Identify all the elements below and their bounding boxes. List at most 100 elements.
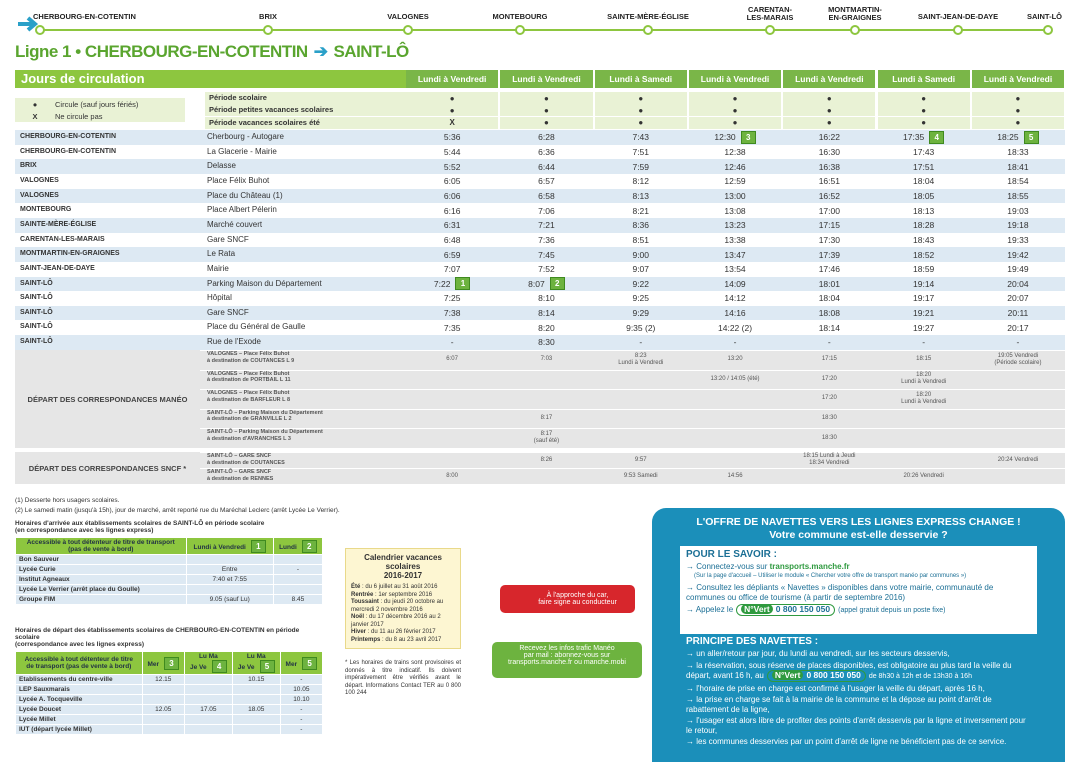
cell-text: 8:30 (538, 337, 555, 348)
cell-text: 14:16 (724, 308, 746, 319)
town: VALOGNES (20, 176, 59, 184)
period-mark: ● (406, 92, 499, 104)
cell-text: 8:13 (632, 190, 650, 201)
stop: La Glacerie - Mairie (207, 146, 277, 156)
cell-text: 12:59 (724, 176, 746, 187)
time-cell: 9:22 (594, 277, 688, 292)
conn-time: 18:20 Lundi à Vendredi (877, 389, 971, 409)
calendar-text: : du jeudi 20 octobre au mercredi 2 nove… (351, 599, 444, 613)
cell-text: 17:39 (818, 249, 840, 260)
school-cell (231, 684, 281, 695)
time-cell: 8:30 (499, 335, 593, 350)
cell-text: 10.15 (248, 676, 265, 683)
cell-text: 7:21 (538, 220, 555, 231)
conn-dest: VALOGNES – Place Félix Buhot à destinati… (207, 370, 291, 384)
cell-text: IUT (départ lycée Millet) (19, 726, 92, 733)
route-arrow (18, 16, 39, 32)
cell-text: - (922, 337, 926, 348)
cell-text: 7:35 (443, 322, 461, 333)
calendar-text: : du 11 au 26 février 2017 (366, 629, 436, 635)
cell-text: 18:30 (821, 415, 837, 422)
period-mark: ● (971, 116, 1065, 129)
vert-number: 0 800 150 050 (806, 670, 861, 680)
stop: Delasse (207, 161, 236, 171)
cell-text: - (450, 337, 454, 348)
route-stops (35, 25, 1053, 35)
conn-sep (200, 428, 1065, 430)
conn-time: 17:20 (782, 389, 876, 409)
calendar-label: Toussaint (351, 599, 379, 605)
time-cell: 16:52 (782, 189, 876, 204)
school-cell: Entre (185, 564, 274, 575)
row-bg (15, 320, 1065, 336)
time-cell: 7:52 (499, 262, 593, 277)
school-cell (231, 714, 281, 725)
row-bg (15, 232, 1065, 248)
day-header: Lundi à Vendredi (783, 70, 876, 88)
town: MONTEBOURG (20, 206, 72, 214)
row-bg (15, 173, 1065, 189)
period-mark: ● (783, 116, 876, 129)
school-cell: Institut Agneaux (15, 574, 187, 585)
time-cell: - (405, 335, 499, 350)
time-cell: 19:27 (877, 320, 971, 335)
time-cell: 7:25 (405, 291, 499, 306)
cell-text: Lycée Doucet (19, 706, 62, 713)
list-item: → un aller/retour par jour, du lundi au … (686, 649, 950, 658)
school-cell (183, 684, 233, 695)
conn-time (782, 468, 876, 484)
conn-time: 20:24 Vendredi (971, 452, 1065, 468)
school-cell (231, 694, 281, 705)
time-cell: - (782, 335, 876, 350)
cell-text: 18:52 (913, 249, 935, 260)
cell-text: 6:59 (443, 249, 461, 260)
school-cell (183, 694, 233, 705)
conn-time: 8:00 (405, 468, 499, 484)
cell-text: 19:27 (913, 322, 935, 333)
time-cell: 12:30 3 (688, 130, 782, 145)
cell-text: 18.05 (248, 706, 265, 713)
conn-title: DÉPART DES CORRESPONDANCES MANÉO (27, 394, 188, 404)
stop: Gare SNCF (207, 307, 249, 317)
school-cell (272, 584, 324, 595)
row-bg (15, 335, 1065, 350)
stop: Parking Maison du Département (207, 278, 322, 288)
stop-dot (263, 25, 273, 35)
school-header-cell: Accessible à tout détenteur de titre de … (15, 651, 143, 675)
cell-text: 6:05 (443, 176, 461, 187)
cell-text: 7:43 (632, 132, 650, 143)
time-cell: 8:21 (594, 203, 688, 218)
school-row: Institut Agneaux 7:40 et 7:55 (15, 574, 324, 585)
cell-text: Mer (147, 660, 160, 668)
school-cell: - (279, 724, 324, 735)
cell-text: 18:15 (916, 356, 932, 363)
stop-dot (765, 25, 775, 35)
cell-text: 6:58 (538, 190, 555, 201)
cell-text: 8:17 (sauf été) (533, 431, 560, 445)
time-cell: 7:36 (499, 233, 593, 248)
conn-dest: VALOGNES – Place Félix Buhot à destinati… (207, 351, 295, 364)
cell-text: 8:10 (538, 293, 555, 304)
cell-text: 19:14 (913, 278, 935, 289)
time-cell: 18:14 (782, 320, 876, 335)
cell-text: 7:06 (538, 205, 555, 216)
school-cell: 17.05 (183, 704, 233, 715)
school-cell: Bon Sauveur (15, 554, 187, 565)
know-panel: POUR LE SAVOIR : → Connectez-vous sur tra… (680, 546, 1037, 634)
list-item: → l'horaire de prise en charge est confi… (686, 683, 985, 693)
cell-text: 9.05 (sauf Lu) (209, 596, 250, 603)
conn-sep (200, 350, 1065, 351)
conn-time: 7:03 (499, 350, 593, 370)
cell-text: 17:35 (903, 132, 925, 143)
cell-text: 9:25 (632, 293, 650, 304)
conn-title: DÉPART DES CORRESPONDANCES SNCF * (28, 463, 187, 473)
conn-time: 8:17 (sauf été) (499, 428, 593, 448)
period-mark: ● (500, 116, 593, 129)
cell-text: 9:29 (632, 308, 650, 319)
school-cell: - (279, 714, 324, 725)
conn-time: 18:30 (782, 409, 876, 429)
cell-text: Mer (285, 660, 298, 668)
cell-text: 12.05 (155, 706, 172, 713)
time-cell: 17:00 (782, 203, 876, 218)
period-name: Période petites vacances scolaires (205, 104, 409, 117)
